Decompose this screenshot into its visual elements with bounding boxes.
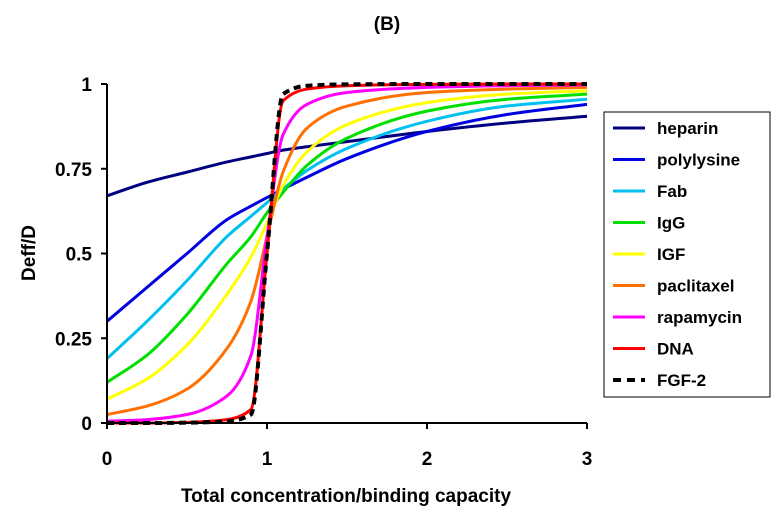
series-line-paclitaxel bbox=[106, 85, 588, 416]
legend-label: FGF-2 bbox=[657, 371, 706, 390]
legend-label: IgG bbox=[657, 214, 685, 233]
y-tick-label: 0.25 bbox=[55, 329, 92, 350]
plot-area bbox=[105, 82, 588, 425]
series-line-rapamycin bbox=[106, 83, 588, 423]
legend-label: DNA bbox=[657, 340, 694, 359]
series-line-dna bbox=[107, 82, 587, 425]
x-tick-label: 3 bbox=[582, 449, 593, 470]
y-axis-title: Deff/D bbox=[19, 225, 40, 281]
series-line-heparin bbox=[106, 114, 588, 198]
x-axis-title: Total concentration/binding capacity bbox=[181, 486, 512, 507]
x-tick-label: 0 bbox=[102, 449, 113, 470]
x-tick-label: 2 bbox=[422, 449, 433, 470]
legend-label: Fab bbox=[657, 182, 687, 201]
legend-label: polylysine bbox=[657, 151, 740, 170]
y-tick-label: 1 bbox=[81, 75, 92, 96]
series-line-fgf-2 bbox=[107, 82, 587, 425]
legend: heparin polylysine Fab IgG IGF paclitaxel rapa… bbox=[603, 111, 771, 398]
legend-label: IGF bbox=[657, 245, 685, 264]
y-tick-label: 0.75 bbox=[55, 160, 92, 181]
ticks: 0 0.25 0.5 0.75 1 0 1 2 3 bbox=[55, 75, 592, 470]
legend-label: paclitaxel bbox=[657, 277, 735, 296]
chart-title: (B) bbox=[374, 14, 400, 35]
legend-label: heparin bbox=[657, 119, 718, 138]
axes bbox=[106, 84, 587, 424]
legend-label: rapamycin bbox=[657, 308, 742, 327]
series-line-igf bbox=[106, 89, 588, 401]
x-tick-label: 1 bbox=[262, 449, 273, 470]
y-tick-label: 0.5 bbox=[66, 245, 93, 266]
legend-items: heparin polylysine Fab IgG IGF paclitaxel rapa… bbox=[613, 119, 742, 390]
y-tick-label: 0 bbox=[81, 414, 92, 435]
series-line-igg bbox=[106, 92, 588, 384]
